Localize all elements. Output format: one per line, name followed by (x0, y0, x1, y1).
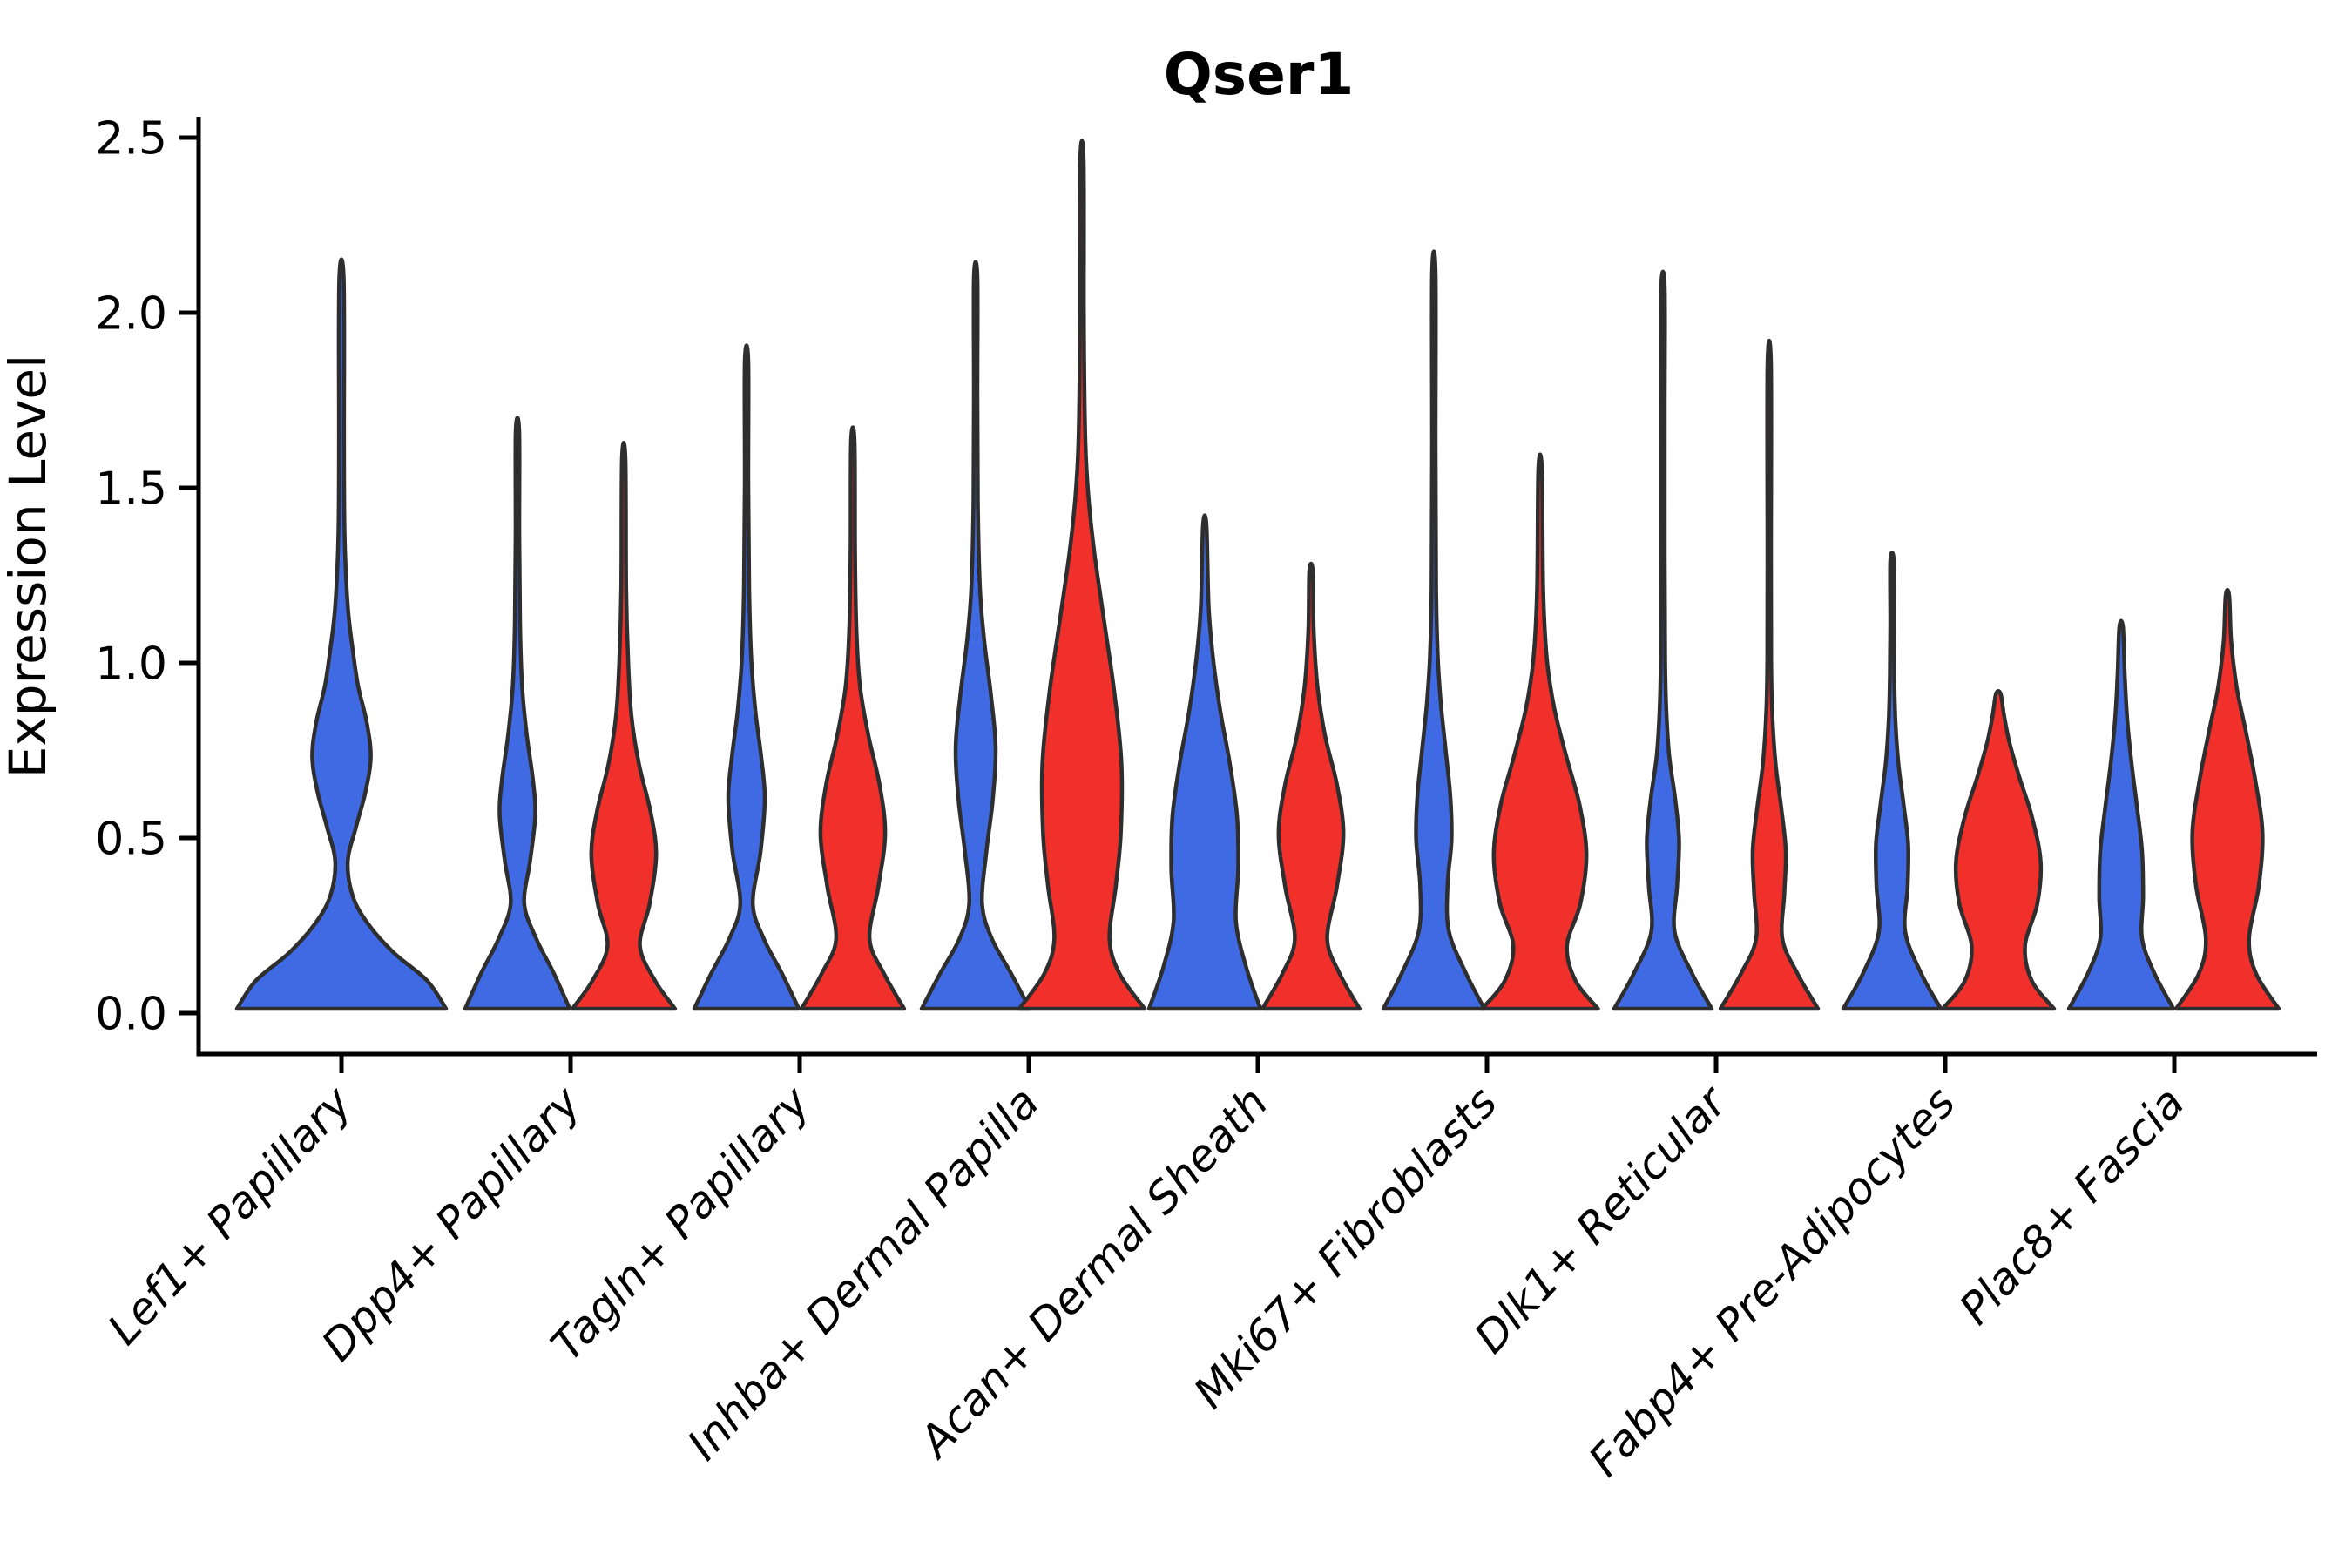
violin-dlk1-reticular-red (1718, 339, 1821, 1011)
violin-mki67-fibroblasts-red (1480, 452, 1600, 1011)
violin-tagln-papillary-blue (692, 343, 801, 1011)
violin-plac8-fascia-red (2173, 587, 2281, 1011)
violin-fabp4-pre-adipocytes-red (1940, 689, 2057, 1011)
violin-dlk1-reticular-blue (1612, 269, 1714, 1011)
violin-tagln-papillary-red (799, 425, 907, 1011)
violin-lef1-papillary-blue (234, 257, 449, 1011)
violin-acan-dermal-sheath-red (1260, 561, 1362, 1011)
axes-layer (179, 117, 2317, 1073)
violin-mki67-fibroblasts-blue (1381, 249, 1487, 1011)
violin-dpp4-papillary-red (570, 441, 678, 1011)
violin-plac8-fascia-blue (2066, 618, 2176, 1011)
y-tick-label-2.0: 2.0 (95, 288, 167, 341)
x-tick-label-lef1-papillary: Lef1+ Papillary (98, 1077, 362, 1355)
y-tick-label-0.0: 0.0 (95, 989, 167, 1041)
y-tick-label-1.5: 1.5 (95, 463, 167, 516)
violin-inhba-dermal-papilla-red (1017, 139, 1147, 1011)
y-tick-label-1.0: 1.0 (95, 639, 167, 691)
y-tick-label-0.5: 0.5 (95, 814, 167, 866)
x-tick-label-fabp4-pre-adipocytes: Fabp4+ Pre-Adipocytes (1579, 1078, 1965, 1486)
violin-fabp4-pre-adipocytes-blue (1841, 551, 1943, 1011)
x-tick-label-dlk1-reticular: Dlk1+ Reticular (1465, 1075, 1739, 1362)
violin-inhba-dermal-papilla-blue (919, 260, 1032, 1011)
x-tick-label-plac8-fascia: Plac8+ Fascia (1950, 1078, 2194, 1335)
y-axis-label: Expression Level (0, 355, 57, 778)
violins-layer (234, 139, 2281, 1011)
violin-dpp4-papillary-blue (463, 416, 572, 1011)
chart-title: Qser1 (1164, 41, 1355, 108)
violin-acan-dermal-sheath-blue (1146, 513, 1263, 1011)
y-tick-label-2.5: 2.5 (95, 113, 167, 166)
